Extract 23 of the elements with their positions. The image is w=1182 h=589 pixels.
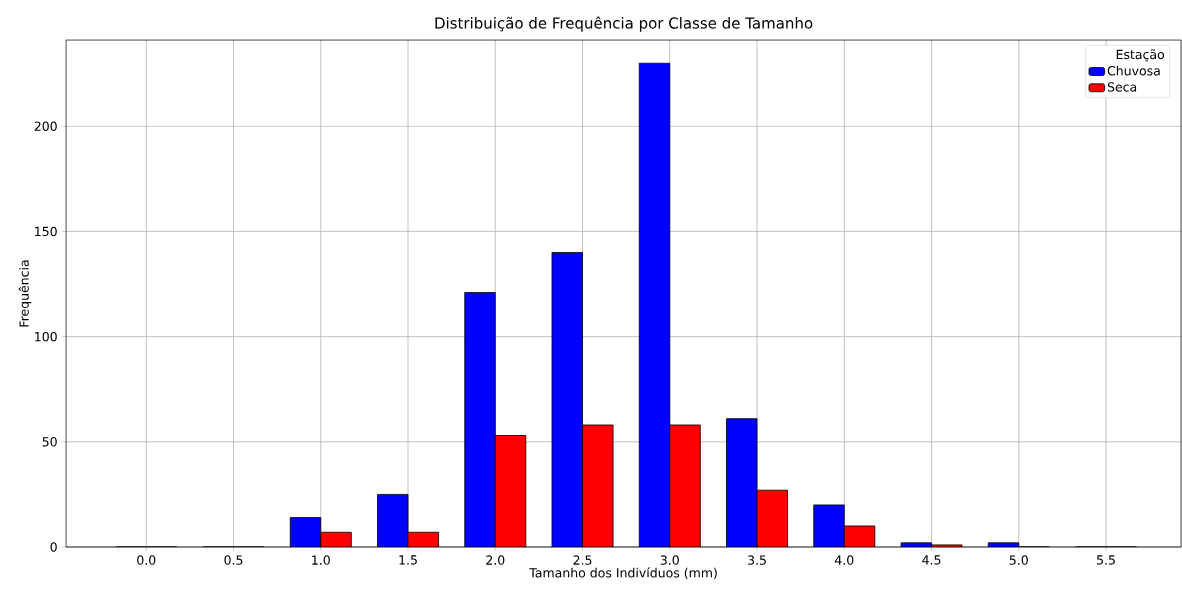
y-tick-label: 150 — [35, 226, 57, 237]
y-axis-title: Frequência — [18, 260, 32, 327]
x-tick-label: 1.5 — [399, 555, 417, 565]
x-tick-label: 3.0 — [660, 555, 679, 565]
x-tick-label: 2.0 — [486, 555, 505, 565]
x-tick-label: 3.5 — [748, 555, 766, 565]
y-tick-label: 0 — [50, 542, 57, 552]
x-tick-label: 5.5 — [1097, 555, 1115, 565]
legend-label: Seca — [1107, 82, 1137, 92]
legend-title: Estação — [1116, 49, 1165, 62]
x-axis-title: Tamanho dos Indivíduos (mm) — [529, 567, 717, 579]
x-tick-label: 5.0 — [1009, 555, 1028, 565]
x-tick-label: 1.0 — [312, 555, 330, 565]
y-tick-label: 200 — [34, 121, 57, 131]
legend-label: Chuvosa — [1107, 65, 1160, 76]
x-tick-label: 0.5 — [224, 555, 243, 565]
x-tick-label: 2.5 — [573, 555, 592, 565]
chart-title: Distribuição de Frequência por Classe de Tamanho — [435, 16, 813, 32]
x-tick-label: 4.0 — [834, 555, 854, 565]
x-tick-label: 4.5 — [922, 555, 941, 565]
y-tick-label: 50 — [42, 437, 57, 447]
x-tick-label: 0.0 — [137, 555, 156, 565]
y-tick-label: 100 — [35, 331, 57, 342]
